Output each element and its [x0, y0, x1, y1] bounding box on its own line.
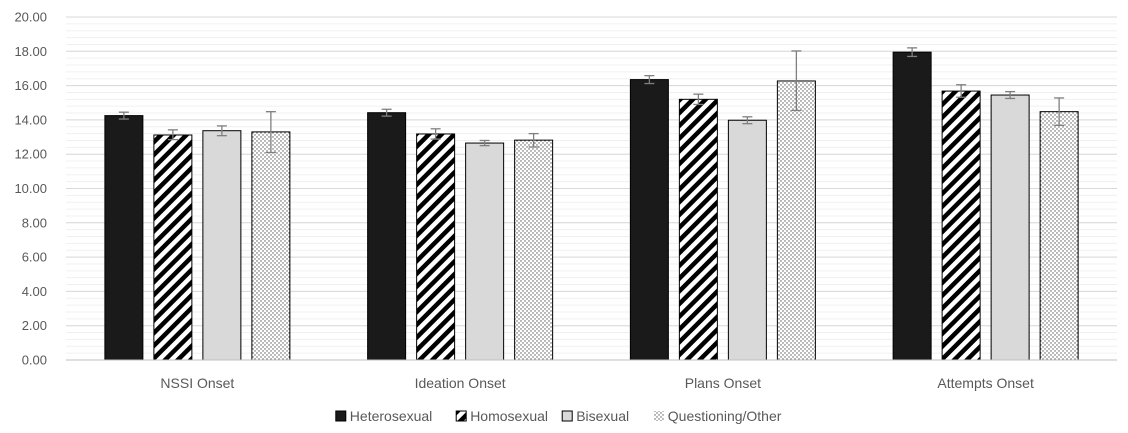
legend-item: Homosexual — [455, 408, 548, 424]
bar — [251, 131, 291, 361]
y-tick-label: 10.00 — [14, 181, 47, 196]
bar — [990, 94, 1030, 361]
x-tick-label: Ideation Onset — [415, 375, 506, 391]
bar — [153, 134, 193, 361]
legend-swatch — [561, 410, 573, 422]
bar — [202, 130, 242, 361]
y-tick-label: 4.00 — [22, 284, 47, 299]
bar — [892, 51, 932, 361]
x-tick-label: NSSI Onset — [160, 375, 234, 391]
bar — [941, 90, 981, 361]
bar — [629, 79, 669, 361]
legend-label: Questioning/Other — [668, 408, 782, 424]
y-tick-label: 16.00 — [14, 78, 47, 93]
legend: Heterosexual Homosexual Bisexual Questionin… — [335, 408, 782, 424]
legend-item: Bisexual — [561, 408, 629, 424]
bar — [465, 142, 505, 361]
bar — [776, 80, 816, 361]
y-tick-label: 6.00 — [22, 250, 47, 265]
bar — [367, 112, 407, 361]
y-tick-label: 20.00 — [14, 10, 47, 25]
y-axis: 0.00 2.00 4.00 6.00 8.00 10.00 12.00 14.00 16.00… — [14, 10, 47, 368]
legend-swatch — [455, 410, 467, 422]
legend-label: Homosexual — [470, 408, 548, 424]
bar — [727, 119, 767, 361]
bar — [514, 139, 554, 361]
bar — [1039, 111, 1079, 361]
legend-swatch — [335, 410, 347, 422]
legend-item: Heterosexual — [335, 408, 433, 424]
y-tick-label: 0.00 — [22, 353, 47, 368]
x-axis: NSSI Onset Ideation Onset Plans Onset Attem… — [160, 375, 1034, 391]
y-tick-label: 14.00 — [14, 112, 47, 127]
y-tick-label: 8.00 — [22, 215, 47, 230]
y-tick-label: 12.00 — [14, 147, 47, 162]
x-tick-label: Plans Onset — [685, 375, 761, 391]
bar — [678, 98, 718, 361]
error-bars — [118, 47, 1065, 154]
legend-swatch — [653, 411, 664, 421]
legend-item: Questioning/Other — [653, 408, 782, 424]
y-tick-label: 2.00 — [22, 318, 47, 333]
y-tick-label: 18.00 — [14, 44, 47, 59]
x-tick-label: Attempts Onset — [937, 375, 1034, 391]
legend-label: Heterosexual — [350, 408, 433, 424]
bars — [104, 51, 1079, 361]
bar — [104, 115, 144, 361]
legend-label: Bisexual — [576, 408, 629, 424]
bar — [416, 133, 456, 361]
